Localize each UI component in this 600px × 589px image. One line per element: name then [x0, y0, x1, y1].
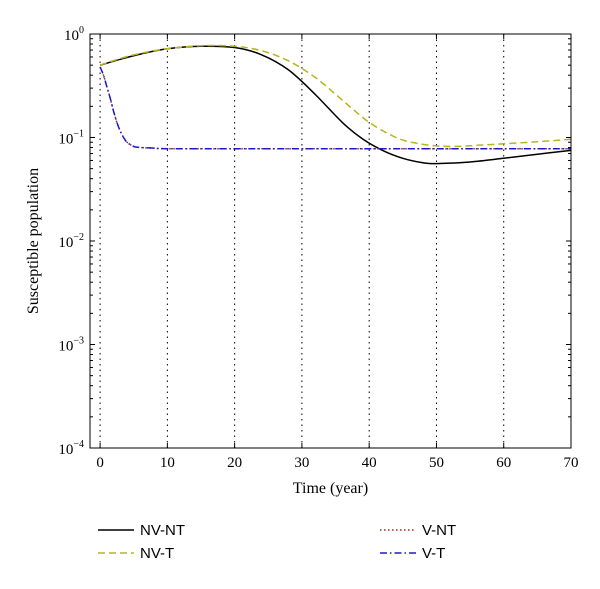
- plot-frame: [89, 33, 572, 449]
- series-line-v-nt: [99, 66, 571, 150]
- y-tick-label: 10−2: [58, 232, 84, 251]
- x-tick-label: 30: [294, 455, 309, 471]
- grid-lines: [99, 34, 572, 448]
- x-tick-label: 70: [564, 455, 579, 471]
- x-tick-label: 40: [362, 455, 377, 471]
- x-tick-label: 10: [160, 455, 175, 471]
- legend: NV-NT NV-T V-NT V-T: [98, 522, 456, 562]
- x-tick-label: 20: [227, 455, 242, 471]
- legend-label-v-nt: V-NT: [422, 522, 456, 539]
- series-line-nv-t: [99, 44, 572, 148]
- x-axis-label: Time (year): [293, 480, 368, 497]
- x-tick-label: 60: [496, 455, 511, 471]
- legend-label-nv-nt: NV-NT: [140, 522, 185, 539]
- x-tick-label: 50: [429, 455, 444, 471]
- y-tick-label: 100: [64, 25, 84, 44]
- x-tick-label: 0: [96, 455, 104, 471]
- series-lines: [99, 44, 572, 165]
- legend-label-v-t: V-T: [422, 545, 445, 562]
- y-tick-label: 10−4: [58, 439, 84, 458]
- y-axis-label: Susceptible population: [25, 168, 42, 314]
- y-tick-label: 10−1: [58, 129, 84, 148]
- axis-ticks: 0 10 20 30 40 50 60 70 10−4 10−3 10−2 10−1 100: [58, 25, 578, 471]
- y-tick-label: 10−3: [58, 336, 84, 355]
- legend-label-nv-t: NV-T: [140, 545, 174, 562]
- series-line-nv-nt: [99, 45, 572, 165]
- series-line-v-t: [99, 66, 571, 150]
